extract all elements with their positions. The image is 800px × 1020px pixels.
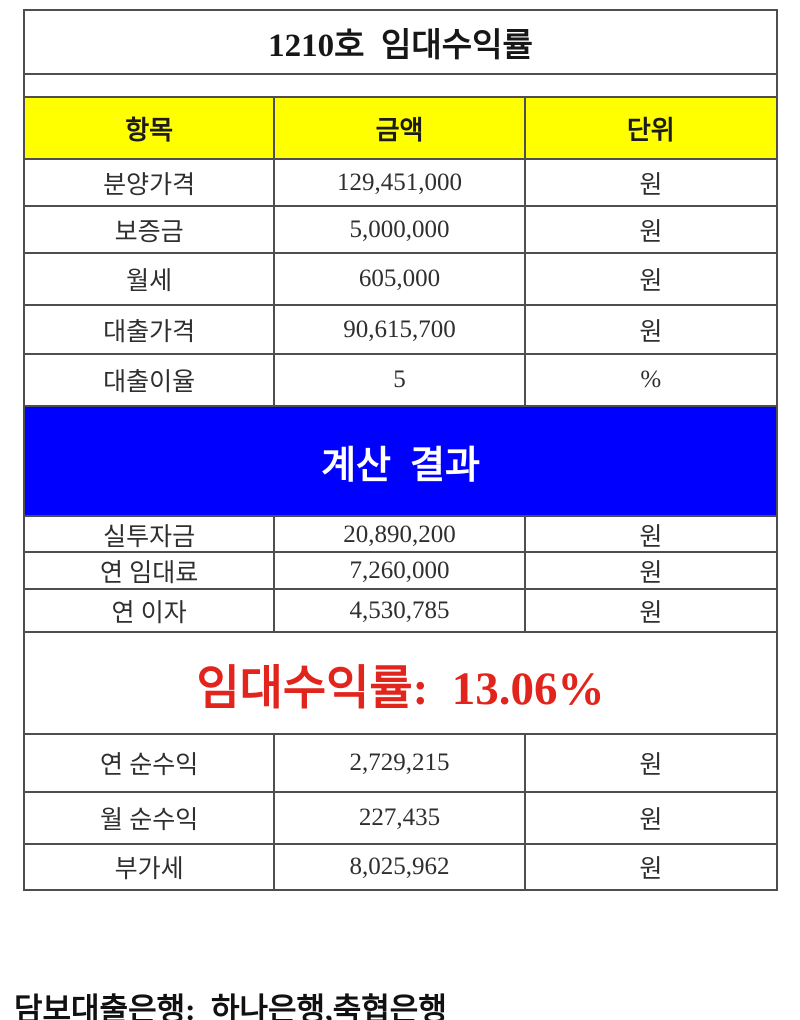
table-row: 월세 605,000 원: [25, 254, 776, 306]
table-row: 보증금 5,000,000 원: [25, 207, 776, 254]
row-value: 227,435: [275, 793, 526, 843]
row-label: 연 이자: [25, 590, 276, 631]
table-title: 1210호 임대수익률: [25, 11, 776, 75]
row-unit: 원: [639, 268, 663, 295]
table-row: 연 임대료 7,260,000 원: [25, 553, 776, 590]
table-row: 연 이자 4,530,785 원: [25, 590, 776, 633]
row-value: 4,530,785: [275, 590, 526, 631]
table-row: 월 순수익 227,435 원: [25, 793, 776, 845]
row-unit: 원: [639, 560, 663, 587]
column-header-item: 항목: [25, 98, 276, 158]
table-row: 실투자금 20,890,200 원: [25, 517, 776, 553]
column-header-unit: 단위: [626, 115, 675, 145]
loan-bank-note: 담보대출은행: 하나은행,축협은행: [14, 992, 447, 1020]
table-title-text: 1210호 임대수익률: [268, 28, 533, 64]
row-unit: %: [640, 366, 662, 393]
row-label: 월세: [25, 254, 276, 304]
row-value: 90,615,700: [275, 306, 526, 353]
row-unit: 원: [639, 218, 663, 246]
table-row: 부가세 8,025,962 원: [25, 845, 776, 889]
table-row: 분양가격 129,451,000 원: [25, 160, 776, 207]
row-value: 5: [275, 355, 526, 405]
row-unit: 원: [639, 524, 663, 551]
row-unit: 원: [639, 856, 663, 883]
header-row: 항목 금액 단위: [25, 98, 776, 160]
row-unit: 원: [639, 318, 663, 346]
row-unit: 원: [639, 807, 663, 834]
row-label: 부가세: [25, 845, 276, 889]
row-label: 분양가격: [25, 160, 276, 205]
row-value: 129,451,000: [275, 160, 526, 205]
footer-notes: 담보대출은행: 하나은행,축협은행 금리: 4~5%대: [14, 912, 447, 1020]
row-value: 8,025,962: [275, 845, 526, 889]
row-unit: 원: [639, 752, 663, 779]
spacer-row: [25, 75, 776, 98]
row-value: 7,260,000: [275, 553, 526, 589]
row-unit: 원: [639, 171, 663, 199]
calculation-result-banner: 계산 결과: [25, 407, 776, 517]
column-header-amount: 금액: [275, 98, 526, 158]
calculation-result-banner-text: 계산 결과: [321, 444, 480, 487]
rental-yield-highlight-text: 임대수익률: 13.06%: [196, 662, 605, 715]
row-value: 20,890,200: [275, 517, 526, 553]
row-value: 5,000,000: [275, 207, 526, 252]
row-label: 대출가격: [25, 306, 276, 353]
table-row: 연 순수익 2,729,215 원: [25, 735, 776, 793]
row-label: 연 임대료: [25, 553, 276, 589]
row-value: 2,729,215: [275, 735, 526, 791]
row-label: 월 순수익: [25, 793, 276, 843]
rental-yield-highlight: 임대수익률: 13.06%: [25, 633, 776, 735]
row-value: 605,000: [275, 254, 526, 304]
row-label: 실투자금: [25, 517, 276, 553]
rental-yield-table: 1210호 임대수익률 항목 금액 단위 분양가격 129,451,000 원 …: [23, 9, 778, 891]
row-label: 보증금: [25, 207, 276, 252]
row-label: 연 순수익: [25, 735, 276, 791]
table-row: 대출이율 5 %: [25, 355, 776, 407]
table-row: 대출가격 90,615,700 원: [25, 306, 776, 355]
row-unit: 원: [639, 599, 663, 627]
row-label: 대출이율: [25, 355, 276, 405]
